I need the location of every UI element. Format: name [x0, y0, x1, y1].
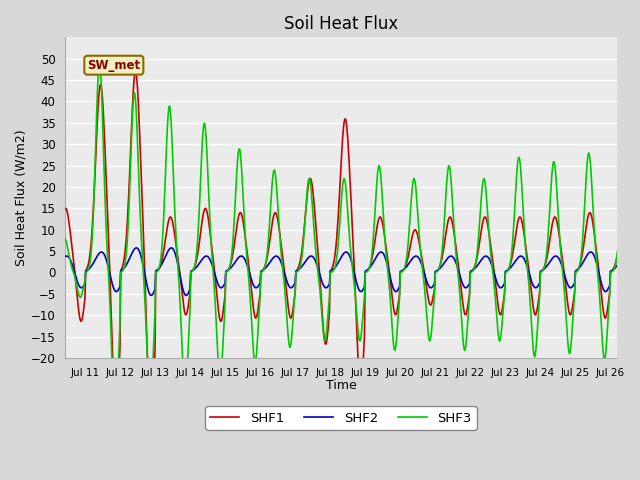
SHF2 [213, 278, 221, 284]
Text: SW_met: SW_met [87, 59, 140, 72]
SHF2 [466, 281, 474, 287]
Line: SHF3: SHF3 [65, 63, 618, 424]
SHF2 [118, 267, 126, 273]
SHF3 [120, 266, 127, 272]
SHF2 [614, 261, 622, 266]
SHF1 [118, 264, 126, 270]
SHF1 [614, 245, 622, 251]
SHF1 [61, 205, 69, 211]
SHF2 [61, 253, 69, 259]
X-axis label: Time: Time [326, 379, 356, 392]
SHF3 [111, 421, 118, 427]
SHF3 [61, 236, 69, 242]
Legend: SHF1, SHF2, SHF3: SHF1, SHF2, SHF3 [205, 406, 477, 430]
SHF1 [298, 249, 305, 255]
SHF2 [167, 245, 175, 251]
SHF1 [106, 268, 114, 274]
SHF3 [107, 316, 115, 322]
SHF3 [298, 255, 305, 261]
Line: SHF2: SHF2 [65, 248, 618, 295]
SHF1 [147, 422, 154, 428]
SHF3 [213, 338, 221, 344]
Title: Soil Heat Flux: Soil Heat Flux [284, 15, 398, 33]
SHF3 [398, 269, 406, 275]
SHF2 [398, 268, 406, 274]
SHF1 [398, 269, 406, 275]
SHF2 [106, 271, 114, 276]
SHF3 [96, 60, 104, 66]
Line: SHF1: SHF1 [65, 72, 618, 425]
SHF3 [614, 239, 622, 245]
SHF2 [298, 264, 305, 270]
SHF2 [148, 292, 156, 298]
SHF1 [213, 294, 221, 300]
SHF1 [466, 290, 474, 296]
SHF3 [466, 293, 474, 299]
SHF1 [131, 69, 139, 74]
Y-axis label: Soil Heat Flux (W/m2): Soil Heat Flux (W/m2) [15, 129, 28, 266]
